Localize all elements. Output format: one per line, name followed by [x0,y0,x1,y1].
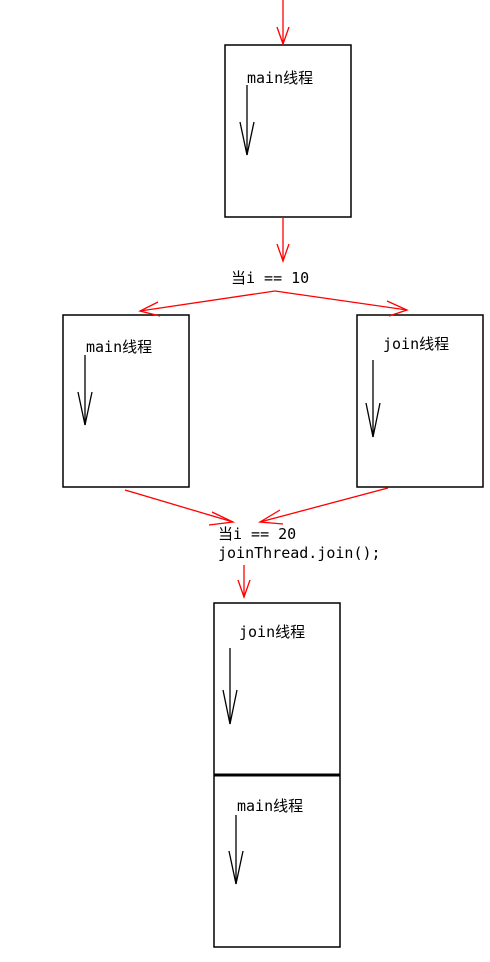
box-initial-main [224,44,352,218]
flow-arrow-fork-left [138,290,276,317]
thread-arrow-sequential-main [228,815,244,885]
label-parallel-join-thread: join线程 [383,335,450,353]
label-initial-main-thread: main线程 [247,69,314,87]
join-condition-line2: joinThread.join(); [218,544,381,562]
thread-arrow-initial [239,85,255,156]
flow-arrow-entry [276,0,290,46]
flow-arrow-to-sequential [237,565,251,599]
label-sequential-main-thread: main线程 [237,797,304,815]
label-parallel-main-thread: main线程 [86,338,153,356]
thread-arrow-parallel-join [365,360,381,438]
join-condition-line1: 当i == 20 [218,525,297,543]
flow-arrow-fork-right [274,290,409,317]
box-parallel-join [356,314,484,488]
box-parallel-main [62,314,190,488]
flow-arrow-merge-right [257,487,389,525]
flow-arrow-merge-left [124,489,236,526]
thread-arrow-parallel-main [77,355,93,426]
fork-condition: 当i == 10 [231,269,310,287]
thread-arrow-sequential-join [222,648,238,725]
flow-arrow-initial-to-fork [276,217,290,263]
label-sequential-join-thread: join线程 [239,623,306,641]
